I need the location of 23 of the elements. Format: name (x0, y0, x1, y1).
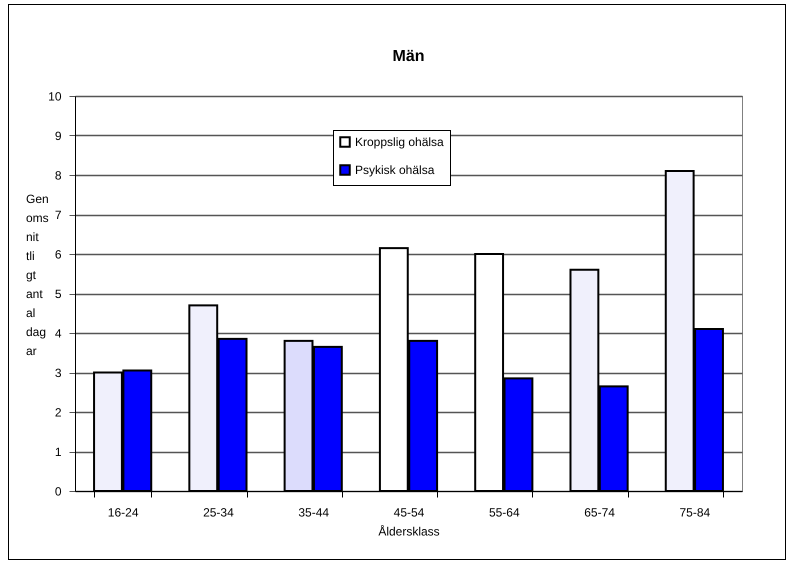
x-tick-label: 65-74 (584, 506, 616, 520)
y-tick-label: 7 (54, 208, 62, 222)
y-tick-label: 9 (54, 129, 62, 143)
y-tick-label: 2 (54, 406, 62, 420)
x-axis-title: Åldersklass (378, 524, 440, 538)
legend-label: Psykisk ohälsa (355, 163, 435, 177)
y-tick-label: 8 (54, 168, 62, 182)
x-tick-label: 45-54 (394, 506, 425, 520)
y-tick-label: 10 (48, 90, 62, 104)
x-tick-label: 55-64 (488, 506, 520, 520)
x-tick-label: 25-34 (203, 506, 234, 520)
y-tick-label: 1 (54, 445, 62, 459)
y-tick-label: 4 (54, 326, 62, 340)
y-tick-label: 3 (54, 366, 62, 380)
x-tick-label: 16-24 (108, 506, 139, 520)
chart-title: Män (392, 48, 424, 65)
x-tick-label: 35-44 (298, 506, 330, 520)
legend-label: Kroppslig ohälsa (355, 135, 444, 149)
y-tick-label: 0 (54, 484, 62, 498)
y-tick-label: 6 (54, 248, 62, 262)
y-tick-label: 5 (54, 287, 62, 301)
text: Genomsnittligt antal dagar (26, 192, 49, 358)
x-tick-label: 75-84 (680, 506, 711, 520)
